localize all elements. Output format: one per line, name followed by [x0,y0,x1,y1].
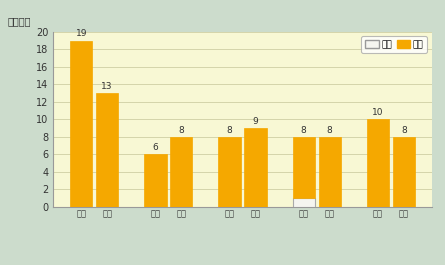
Text: 6: 6 [153,143,158,152]
Text: 13: 13 [101,82,113,91]
Text: 10: 10 [372,108,384,117]
Bar [319,137,341,207]
Bar [393,137,415,207]
Text: （件数）: （件数） [8,16,32,26]
Text: 8: 8 [178,126,184,135]
Text: 9: 9 [253,117,259,126]
Bar [70,41,93,207]
Bar [244,128,267,207]
Bar [293,198,315,207]
Bar [293,137,315,198]
Text: 8: 8 [327,126,332,135]
Bar [96,93,118,207]
Text: 8: 8 [301,126,307,135]
Text: 19: 19 [76,29,87,38]
Text: 8: 8 [227,126,232,135]
Text: 8: 8 [401,126,407,135]
Legend: 新設, 変更: 新設, 変更 [361,36,427,53]
Bar [144,154,166,207]
Bar [218,137,241,207]
Bar [170,137,192,207]
Bar [367,119,389,207]
